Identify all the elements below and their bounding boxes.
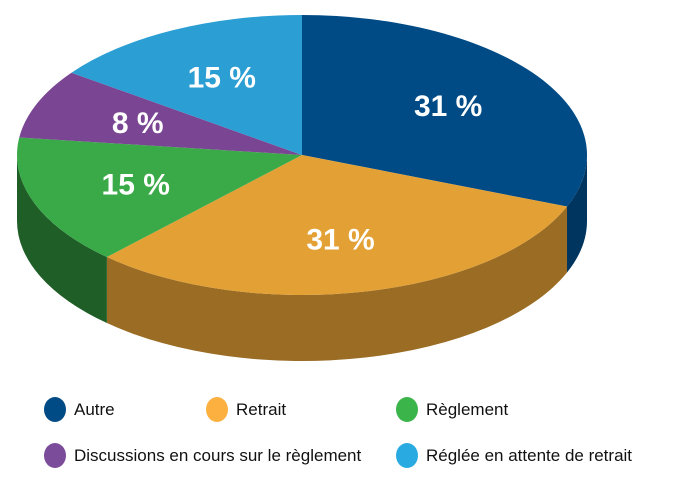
legend-swatch xyxy=(44,397,66,422)
legend-swatch xyxy=(206,397,228,422)
pie-side-autre xyxy=(566,155,587,273)
legend-label: Réglée en attente de retrait xyxy=(426,445,633,465)
legend-swatch xyxy=(396,397,418,422)
pie-slice xyxy=(71,15,303,155)
legend-label: Autre xyxy=(74,399,115,419)
pie-chart: 31 % 31 % 15 % 8 % 15 % xyxy=(17,15,588,362)
data-label: 31 % xyxy=(414,90,482,123)
legend-label: Règlement xyxy=(426,399,509,419)
legend-swatch xyxy=(396,443,418,468)
legend-item: Autre xyxy=(44,397,115,422)
legend-label: Discussions en cours sur le règlement xyxy=(74,445,362,465)
legend-swatch xyxy=(44,443,66,468)
legend-item: Réglée en attente de retrait xyxy=(396,443,632,468)
data-label: 15 % xyxy=(188,62,256,95)
pie-slice xyxy=(19,72,302,155)
legend-label: Retrait xyxy=(236,399,287,419)
data-label: 15 % xyxy=(102,168,170,201)
pie-slice xyxy=(17,137,302,258)
data-label: 8 % xyxy=(112,107,164,140)
legend-item: Discussions en cours sur le règlement xyxy=(44,443,361,468)
data-label: 31 % xyxy=(306,224,374,257)
legend-item: Règlement xyxy=(396,397,508,422)
pie-slice xyxy=(302,15,588,207)
pie-slice xyxy=(106,155,567,295)
pie-side-règlement xyxy=(17,155,107,324)
legend-item: Retrait xyxy=(206,397,286,422)
pie-side-retrait xyxy=(106,206,567,362)
